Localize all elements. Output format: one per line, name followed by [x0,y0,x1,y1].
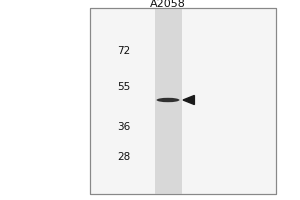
Text: 55: 55 [117,82,130,92]
Bar [154,8,182,194]
Ellipse shape [157,98,179,102]
Text: 28: 28 [117,152,130,162]
Text: A2058: A2058 [150,0,186,9]
Bar [90,8,276,194]
Polygon shape [183,95,194,105]
Text: 36: 36 [117,122,130,132]
Text: 72: 72 [117,46,130,56]
Bar [90,8,276,194]
